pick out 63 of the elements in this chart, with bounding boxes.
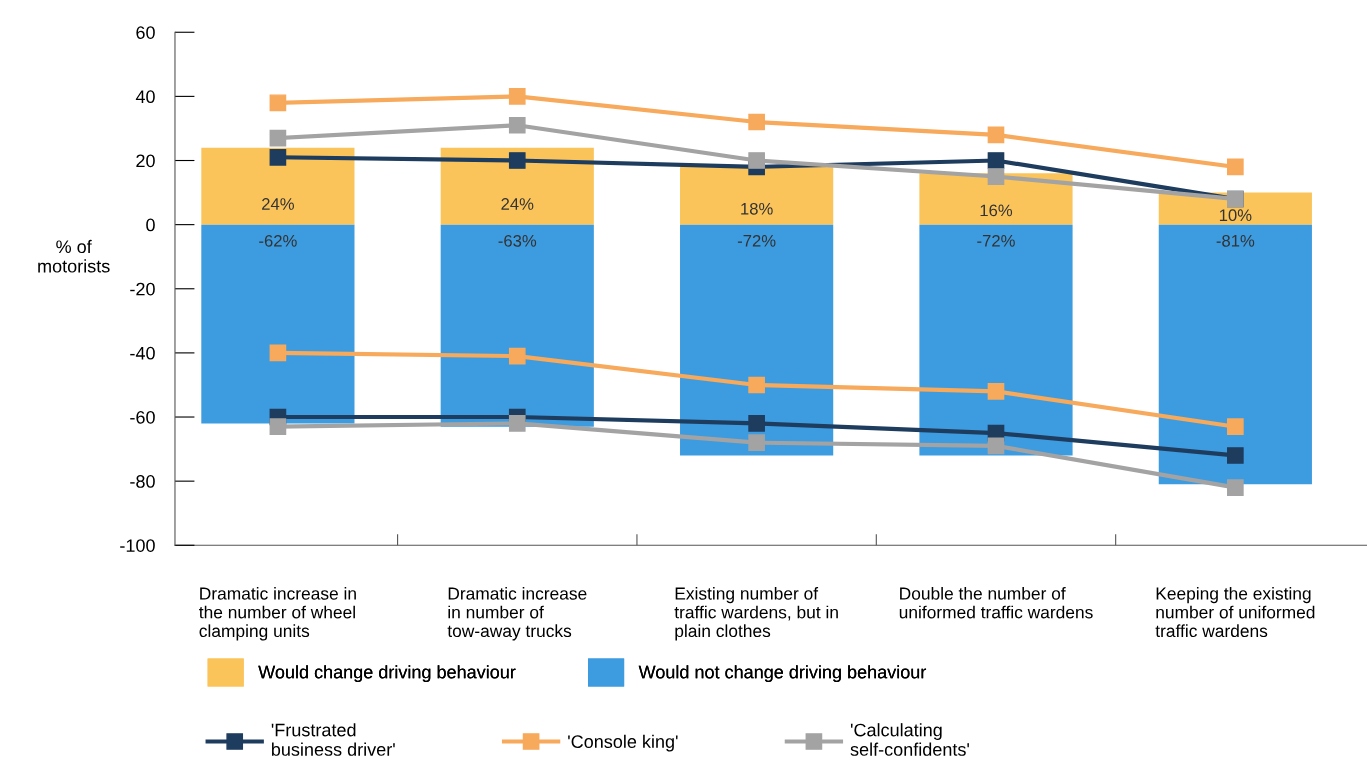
data-label: -81%: [1216, 234, 1255, 247]
legend-label: 'Console king': [568, 734, 678, 752]
bar: [440, 147, 594, 225]
x-tick-label: Dramatic increase in the number of wheel clamping units: [199, 586, 356, 641]
y-tick-label: -100: [120, 539, 155, 552]
point: [1227, 418, 1244, 435]
point: [269, 418, 287, 435]
x-tick-label: Keeping the existing number of uniformed traffic wardens: [1155, 586, 1315, 638]
y-tick-label: -20: [130, 282, 155, 296]
bar: [201, 147, 355, 225]
point: [987, 383, 1005, 400]
point: [269, 94, 287, 112]
point: [508, 116, 526, 134]
y-tick-label: -40: [130, 346, 155, 360]
point: [987, 437, 1005, 455]
point: [508, 88, 526, 105]
legend-label: 'Calculating self-confidents': [850, 723, 969, 756]
y-tick-label: 0: [146, 218, 155, 232]
legend-label: 'Frustrated business driver': [271, 723, 395, 756]
point: [748, 152, 765, 169]
x-tick-label: Double the number of uniformed traffic wardens: [899, 586, 1093, 619]
bar: [1158, 224, 1312, 485]
x-tick-label: Dramatic increase in number of tow-away trucks: [447, 586, 587, 641]
point: [269, 129, 287, 147]
point: [987, 168, 1005, 185]
x-tick-label: Existing number of traffic wardens, but in plain clothes: [674, 586, 838, 641]
y-tick-label: 20: [136, 154, 155, 168]
data-label: 10%: [1219, 209, 1252, 222]
legend-label: Would not change driving behaviour: [638, 665, 927, 682]
y-axis-title: % of motorists: [38, 239, 110, 273]
bar: [440, 224, 594, 427]
y-tick-label: 40: [135, 90, 155, 104]
data-label: 24%: [262, 198, 294, 210]
data-label: -62%: [259, 234, 297, 247]
point: [508, 347, 526, 365]
bar: [919, 224, 1073, 456]
data-label: 24%: [501, 198, 534, 210]
point: [508, 152, 526, 169]
point: [269, 148, 287, 166]
data-label: 18%: [741, 202, 773, 215]
point: [1227, 447, 1244, 464]
point: [748, 434, 765, 452]
data-label: -72%: [737, 234, 776, 247]
bar: [919, 173, 1073, 225]
data-label: -72%: [977, 234, 1015, 247]
legend-label: Would change driving behaviour: [258, 665, 516, 682]
data-label: -63%: [498, 234, 537, 247]
y-tick-label: -60: [130, 410, 155, 424]
point: [748, 376, 765, 394]
point: [987, 152, 1005, 169]
point: [508, 415, 526, 432]
data-label: 16%: [980, 204, 1013, 217]
y-tick-label: 60: [136, 26, 155, 39]
bar: [680, 166, 834, 225]
bar: [201, 224, 355, 424]
point: [1227, 158, 1244, 176]
bar: [680, 224, 834, 456]
point: [269, 344, 287, 362]
y-tick-label: -80: [130, 475, 155, 488]
point: [987, 126, 1005, 144]
point: [748, 113, 765, 131]
point: [1227, 479, 1244, 496]
point: [748, 415, 765, 432]
